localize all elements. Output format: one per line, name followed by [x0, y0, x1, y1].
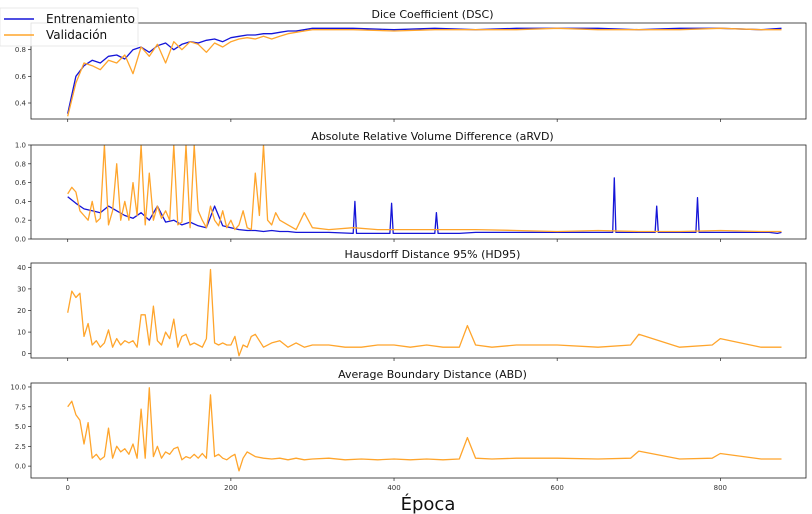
y-tick-label: 0.6 — [15, 179, 27, 187]
y-tick-label: 7.5 — [15, 403, 26, 411]
panel-title: Average Boundary Distance (ABD) — [338, 368, 527, 381]
plot-frame — [30, 22, 807, 120]
y-tick-label: 10 — [17, 329, 26, 337]
y-tick-label: 0.0 — [15, 463, 26, 471]
series-line-validacion — [67, 268, 782, 357]
y-tick-label: 20 — [17, 307, 26, 315]
series-line-validacion — [67, 145, 782, 233]
y-tick-label: 0.8 — [15, 46, 26, 54]
series-line-entrenamiento — [67, 177, 782, 235]
subplot-4: 0.0 2.5 5.0 7.5 10.0 0 200 400 600 800 Average Bou… — [10, 368, 807, 492]
y-tick-label: 0.2 — [15, 217, 26, 225]
subplot-1: 0.4 0.6 0.8 Dice Coefficient (DSC) — [15, 8, 807, 122]
y-tick-label: 0.0 — [15, 236, 26, 244]
x-tick-label: 200 — [224, 484, 237, 492]
y-tick-label: 0.8 — [15, 160, 26, 168]
series-line-entrenamiento — [67, 27, 782, 114]
legend-label-validacion: Validación — [46, 28, 107, 42]
plot-frame — [30, 144, 807, 240]
y-tick-label: 1.0 — [15, 142, 26, 150]
series-line-validacion — [67, 387, 782, 472]
subplot-3: 0 10 20 30 40 Hausdorff Distance 95% (HD95) — [17, 248, 807, 361]
y-tick-label: 0.6 — [15, 73, 27, 81]
series-line-validacion — [67, 27, 782, 117]
subplot-2: 0.0 0.2 0.4 0.6 0.8 1.0 Absolute Relative Volu… — [15, 130, 807, 244]
panel-title: Hausdorff Distance 95% (HD95) — [345, 248, 521, 261]
x-tick-label: 0 — [65, 484, 69, 492]
legend: Entrenamiento Validación — [0, 7, 139, 47]
y-tick-label: 30 — [17, 285, 26, 293]
legend-box — [0, 7, 139, 47]
plot-frame — [30, 262, 807, 359]
y-tick-label: 0.4 — [15, 198, 27, 206]
y-tick-label: 10.0 — [10, 383, 26, 391]
panel-title: Absolute Relative Volume Difference (aRV… — [311, 130, 553, 143]
panel-title: Dice Coefficient (DSC) — [371, 8, 493, 21]
y-tick-label: 0.4 — [15, 100, 27, 108]
x-tick-label: 600 — [550, 484, 563, 492]
x-tick-label: 800 — [714, 484, 727, 492]
subplot-stack: 0.4 0.6 0.8 Dice Coefficient (DSC) 0.0 0.2 0.4… — [10, 8, 807, 492]
legend-label-entrenamiento: Entrenamiento — [46, 12, 135, 26]
y-tick-label: 40 — [17, 264, 26, 272]
x-axis-label: Época — [401, 493, 456, 514]
y-tick-label: 5.0 — [15, 423, 26, 431]
x-tick-label: 400 — [387, 484, 400, 492]
y-tick-label: 0 — [22, 350, 26, 358]
y-tick-label: 2.5 — [15, 443, 26, 451]
plot-frame — [30, 382, 807, 479]
